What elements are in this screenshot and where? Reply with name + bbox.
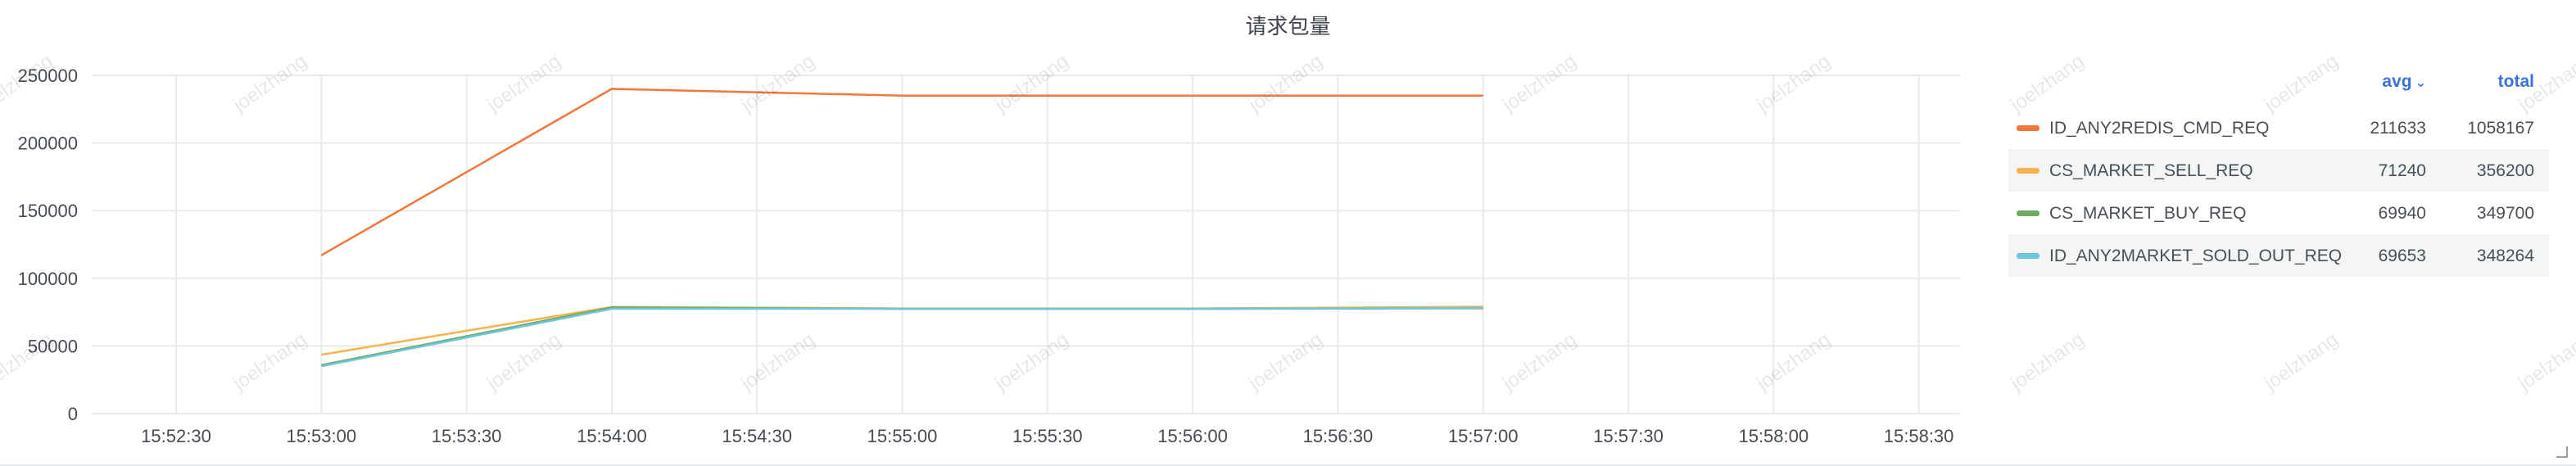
watermark-text: joelzhang (2515, 328, 2576, 396)
x-tick-label: 15:56:30 (1303, 426, 1374, 446)
avg-column-header[interactable]: avg ⌄ (2382, 72, 2426, 92)
y-tick-label: 250000 (18, 66, 78, 86)
x-tick-label: 15:53:30 (432, 426, 502, 446)
series-total: 349700 (2476, 204, 2534, 223)
series-color-swatch[interactable] (2017, 125, 2040, 131)
y-tick-label: 200000 (18, 133, 78, 154)
series-line[interactable] (320, 88, 1483, 256)
x-tick-label: 15:53:00 (286, 426, 356, 446)
series-total: 356200 (2476, 161, 2534, 180)
watermark-text: joelzhang (2007, 328, 2089, 396)
legend-row[interactable]: CS_MARKET_BUY_REQ 69940 349700 (2008, 192, 2549, 234)
line-chart[interactable]: 0 50000 100000 150000 200000 250000 15:52:30 15… (0, 0, 1966, 466)
x-tick-label: 15:52:30 (141, 426, 211, 446)
x-tick-label: 15:58:30 (1884, 426, 1954, 446)
chevron-down-icon: ⌄ (2415, 76, 2426, 90)
series-avg: 69653 (2378, 247, 2426, 265)
watermark-text: joelzhang (2261, 328, 2343, 396)
legend-table: avg ⌄ total ID_ANY2REDIS_CMD_REQ 211633 1… (2008, 66, 2549, 277)
series-avg: 211633 (2370, 119, 2426, 138)
total-column-header[interactable]: total (2497, 72, 2534, 91)
legend-header: avg ⌄ total (2008, 66, 2549, 106)
legend-row[interactable]: ID_ANY2REDIS_CMD_REQ 211633 1058167 (2008, 106, 2549, 149)
series-avg: 69940 (2378, 204, 2426, 223)
x-tick-label: 15:54:00 (577, 426, 647, 446)
y-tick-label: 0 (68, 404, 78, 424)
x-tick-label: 15:55:30 (1012, 426, 1083, 446)
panel-resize-handle[interactable] (2556, 446, 2568, 458)
x-tick-label: 15:57:00 (1448, 426, 1519, 446)
series-avg: 71240 (2378, 161, 2426, 180)
series-name[interactable]: ID_ANY2REDIS_CMD_REQ (2049, 119, 2270, 138)
x-tick-label: 15:56:00 (1157, 426, 1228, 446)
series-color-swatch[interactable] (2017, 253, 2040, 259)
avg-header-label: avg (2382, 72, 2412, 91)
legend-row[interactable]: CS_MARKET_SELL_REQ 71240 356200 (2008, 149, 2549, 192)
y-tick-label: 50000 (28, 336, 78, 356)
series-name[interactable]: CS_MARKET_SELL_REQ (2049, 161, 2253, 180)
series-total: 348264 (2476, 247, 2534, 265)
series-color-swatch[interactable] (2017, 168, 2040, 174)
x-tick-label: 15:57:30 (1593, 426, 1664, 446)
legend-row[interactable]: ID_ANY2MARKET_SOLD_OUT_REQ 69653 348264 (2008, 234, 2549, 277)
y-tick-label: 150000 (18, 201, 78, 221)
x-tick-label: 15:54:30 (722, 426, 792, 446)
x-tick-label: 15:55:00 (867, 426, 938, 446)
panel-title[interactable]: 请求包量 (1245, 14, 1331, 38)
series-name[interactable]: CS_MARKET_BUY_REQ (2049, 204, 2247, 223)
series-name[interactable]: ID_ANY2MARKET_SOLD_OUT_REQ (2049, 247, 2343, 265)
series-color-swatch[interactable] (2017, 210, 2040, 216)
series-total: 1058167 (2467, 119, 2534, 138)
y-tick-label: 100000 (18, 269, 78, 289)
series-line[interactable] (321, 306, 1483, 368)
x-tick-label: 15:58:00 (1738, 426, 1809, 446)
